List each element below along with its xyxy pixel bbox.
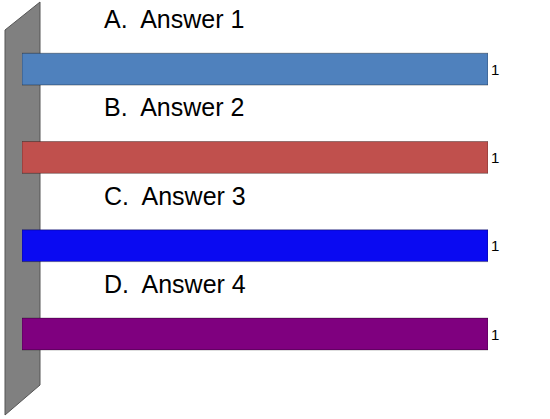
svg-text:B. Answer 2: B. Answer 2 <box>104 93 244 121</box>
svg-text:1: 1 <box>491 237 499 254</box>
svg-text:A. Answer 1: A. Answer 1 <box>104 5 244 33</box>
svg-text:D. Answer 4: D. Answer 4 <box>104 270 246 298</box>
svg-text:1: 1 <box>491 326 499 343</box>
svg-text:C. Answer 3: C. Answer 3 <box>104 182 246 210</box>
svg-text:1: 1 <box>491 61 499 78</box>
svg-text:1: 1 <box>491 149 499 166</box>
